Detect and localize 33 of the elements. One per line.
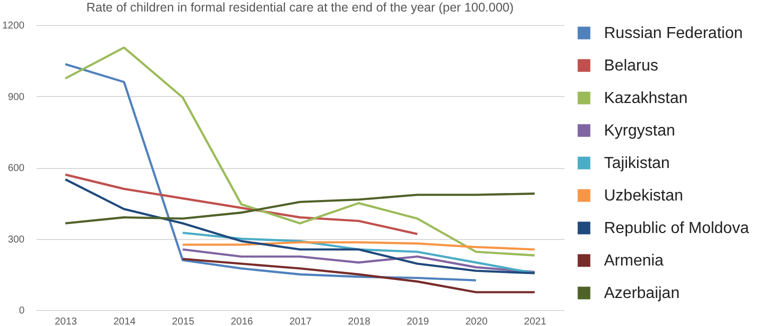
- line-series: [64, 178, 536, 274]
- legend-label: Republic of Moldova: [604, 220, 750, 237]
- legend-label: Tajikistan: [604, 155, 670, 172]
- legend-label: Kazakhstan: [604, 90, 688, 107]
- y-tick-label: 600: [8, 163, 25, 174]
- line-series: [182, 248, 536, 274]
- x-tick-label: 2014: [113, 316, 136, 326]
- x-tick-label: 2020: [465, 316, 488, 326]
- line-series: [64, 174, 418, 236]
- x-tick-label: 2018: [348, 316, 371, 326]
- x-tick-label: 2016: [230, 316, 254, 326]
- legend-label: Kyrgystan: [604, 122, 676, 140]
- line-series: [64, 46, 536, 256]
- legend-label: Russian Federation: [604, 25, 743, 42]
- line-series: [64, 63, 478, 282]
- legend-label: Armenia: [604, 252, 664, 270]
- legend-label: Azerbaijan: [604, 285, 680, 302]
- chart-title: Rate of children in formal residential care at the end of the year (per 100.000): [86, 0, 514, 14]
- line-series: [182, 232, 536, 274]
- legend-label: Uzbekistan: [604, 188, 684, 204]
- x-tick-label: 2013: [54, 316, 78, 326]
- y-tick-label: 0: [18, 306, 25, 316]
- y-tick-label: 1200: [2, 20, 25, 32]
- x-tick-label: 2019: [406, 316, 430, 326]
- x-tick-label: 2021: [524, 316, 547, 326]
- y-tick-label: 900: [8, 92, 25, 103]
- line-series: [182, 241, 536, 251]
- x-tick-label: 2017: [289, 316, 312, 326]
- y-tick-label: 300: [8, 234, 25, 246]
- x-tick-label: 2015: [172, 316, 195, 326]
- line-series: [64, 192, 536, 224]
- legend-label: Belarus: [604, 58, 658, 74]
- line-series: [182, 258, 536, 294]
